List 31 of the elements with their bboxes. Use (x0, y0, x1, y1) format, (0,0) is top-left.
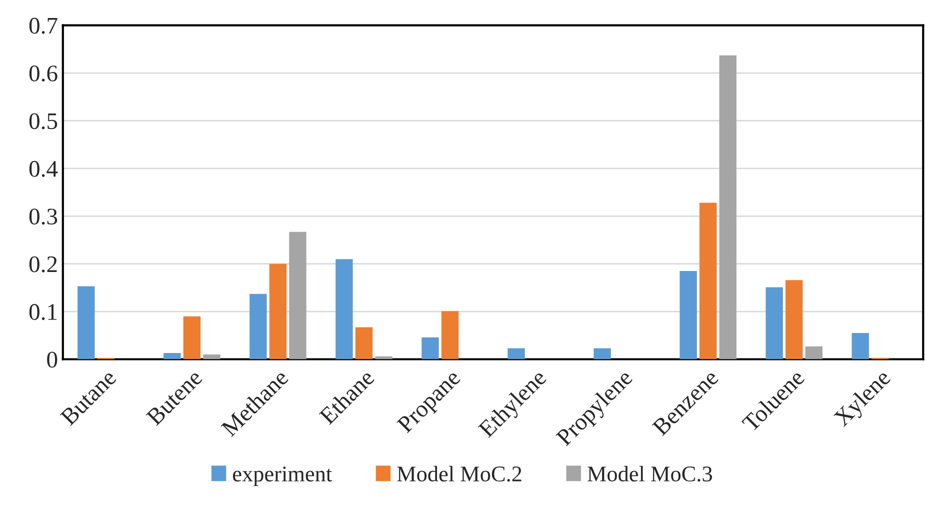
bar (422, 337, 439, 360)
bar (852, 333, 869, 360)
bar (336, 259, 353, 360)
bar (355, 327, 373, 360)
bar (250, 294, 267, 360)
bar (183, 316, 201, 360)
bar (680, 271, 697, 360)
bar (786, 280, 803, 360)
legend-label: Model MoC.3 (588, 466, 712, 482)
bar (805, 346, 822, 360)
y-tick-label: 0.6 (29, 66, 58, 82)
bar (508, 348, 525, 360)
bar (289, 232, 306, 360)
bar (164, 353, 181, 360)
y-tick-label: 0.7 (29, 18, 58, 34)
bar (719, 55, 736, 360)
y-tick-label: 0.2 (29, 256, 57, 272)
y-tick-label: 0.4 (29, 160, 58, 177)
legend-label: experiment (233, 466, 332, 486)
y-tick-label: 0.1 (29, 304, 57, 320)
y-tick-label: 0.3 (29, 208, 58, 225)
bar (78, 286, 95, 360)
y-tick-label: 0 (47, 352, 58, 368)
bar (441, 311, 459, 360)
y-tick-label: 0.5 (29, 113, 58, 130)
legend-label: Model MoC.2 (397, 466, 522, 482)
bar (766, 287, 783, 360)
bar (699, 202, 717, 360)
bar (594, 348, 611, 360)
bar (269, 264, 287, 360)
bar (203, 354, 220, 360)
